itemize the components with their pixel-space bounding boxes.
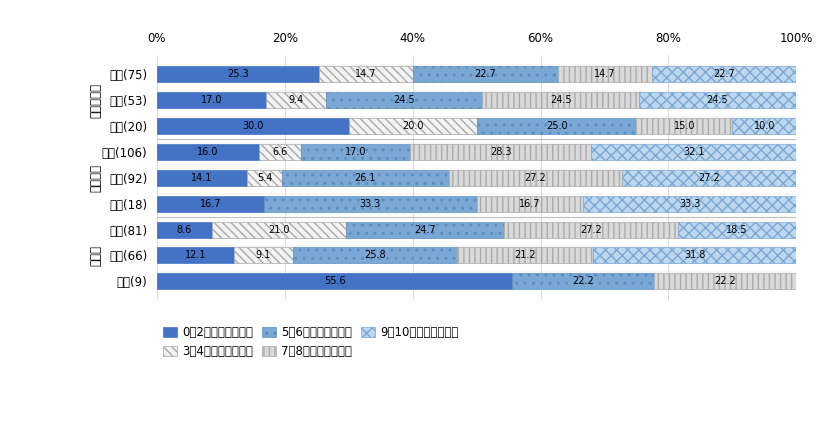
Bar [592,247,796,264]
Text: 9.1: 9.1 [256,250,270,260]
Text: 14.1: 14.1 [191,173,213,183]
Text: 31.8: 31.8 [683,250,705,260]
Text: 22.2: 22.2 [571,276,594,286]
Text: 17.0: 17.0 [345,147,366,157]
Bar [318,66,412,83]
Bar [157,92,265,108]
Text: 22.7: 22.7 [713,69,734,80]
Text: 22.7: 22.7 [474,69,495,80]
Text: 27.2: 27.2 [524,173,546,183]
Bar [265,92,325,108]
Bar [457,247,592,264]
Text: 55.6: 55.6 [323,276,345,286]
Text: 性犯罪: 性犯罪 [89,245,103,266]
Text: 25.3: 25.3 [227,69,248,80]
Bar [346,222,504,238]
Text: 33.3: 33.3 [678,199,700,209]
Bar [557,66,651,83]
Bar [409,144,590,160]
Bar [348,118,476,134]
Bar [732,118,796,134]
Text: 24.5: 24.5 [549,95,571,105]
Text: 18.5: 18.5 [725,225,747,235]
Bar [157,118,348,134]
Bar [653,273,796,289]
Bar [636,118,732,134]
Bar [157,66,318,83]
Bar [157,247,234,264]
Text: 25.8: 25.8 [364,250,385,260]
Bar [281,170,448,186]
Text: 14.7: 14.7 [593,69,614,80]
Text: 28.3: 28.3 [490,147,511,157]
Text: 16.0: 16.0 [197,147,218,157]
Text: 33.3: 33.3 [359,199,380,209]
Bar [325,92,482,108]
Text: 32.1: 32.1 [682,147,704,157]
Text: 20.0: 20.0 [401,121,423,131]
Text: 25.0: 25.0 [545,121,566,131]
Text: 殺人・傷害: 殺人・傷害 [89,83,103,118]
Bar [157,196,264,212]
Text: 21.0: 21.0 [268,225,289,235]
Bar [157,273,512,289]
Text: 27.2: 27.2 [580,225,601,235]
Bar [622,170,796,186]
Text: 26.1: 26.1 [354,173,375,183]
Bar [212,222,346,238]
Bar [246,170,281,186]
Text: 12.1: 12.1 [184,250,206,260]
Bar [583,196,796,212]
Text: 16.7: 16.7 [519,199,540,209]
Text: 交通事故: 交通事故 [89,164,103,192]
Bar [259,144,301,160]
Text: 16.7: 16.7 [199,199,221,209]
Bar [590,144,796,160]
Text: 24.5: 24.5 [705,95,727,105]
Text: 17.0: 17.0 [200,95,222,105]
Text: 6.6: 6.6 [272,147,288,157]
Legend: 0～2割程度回復した, 3～4割程度回復した, 5～6割程度回復した, 7～8割程度回復した, 9～10割程度回復した: 0～2割程度回復した, 3～4割程度回復した, 5～6割程度回復した, 7～8割… [163,326,458,358]
Text: 24.7: 24.7 [414,225,436,235]
Bar [234,247,292,264]
Bar [677,222,796,238]
Bar [512,273,653,289]
Bar [638,92,795,108]
Bar [448,170,622,186]
Bar [157,144,259,160]
Text: 8.6: 8.6 [177,225,192,235]
Text: 21.2: 21.2 [514,250,535,260]
Text: 9.4: 9.4 [288,95,303,105]
Bar [264,196,476,212]
Bar [476,118,636,134]
Bar [301,144,409,160]
Text: 30.0: 30.0 [242,121,263,131]
Text: 22.2: 22.2 [714,276,735,286]
Bar [412,66,557,83]
Bar [482,92,638,108]
Text: 24.5: 24.5 [393,95,414,105]
Bar [157,222,212,238]
Bar [504,222,677,238]
Bar [157,170,246,186]
Bar [476,196,583,212]
Bar [651,66,796,83]
Text: 10.0: 10.0 [753,121,774,131]
Text: 5.4: 5.4 [256,173,272,183]
Text: 15.0: 15.0 [673,121,695,131]
Bar [292,247,457,264]
Text: 27.2: 27.2 [698,173,719,183]
Text: 14.7: 14.7 [355,69,376,80]
